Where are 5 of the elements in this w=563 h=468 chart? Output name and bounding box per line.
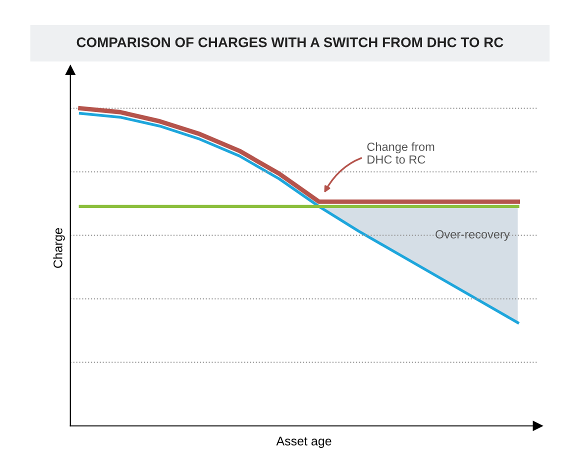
y-axis-title: Charge	[53, 228, 65, 268]
annotation: Change from DHC to RC	[367, 142, 434, 164]
annotation: Over-recovery	[436, 230, 510, 241]
x-axis-title: Asset age	[276, 436, 332, 448]
chart-title: COMPARISON OF CHARGES WITH A SWITCH FROM DHC TO RC	[76, 37, 504, 48]
